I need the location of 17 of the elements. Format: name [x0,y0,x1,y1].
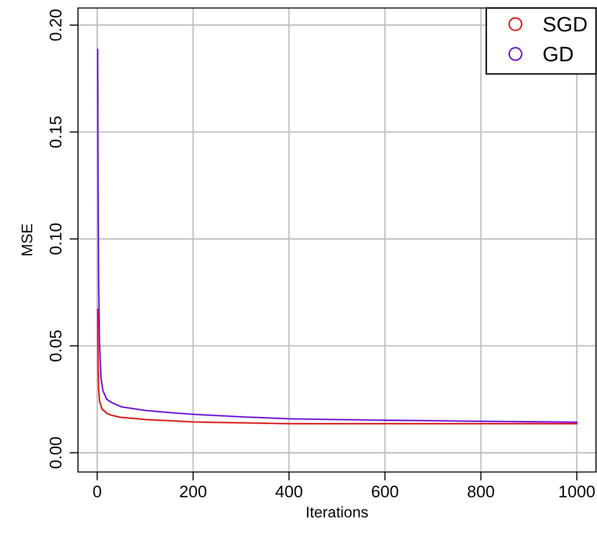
x-tick-label: 800 [468,486,494,498]
line-series [96,308,578,424]
y-axis-title: MSE [22,224,32,256]
y-tick-label: 0.10 [50,223,62,254]
y-tick-label: 0.15 [50,116,62,148]
legend-label: GD [544,46,573,62]
x-axis-title: Iterations [306,506,368,518]
legend-label: SGD [543,16,587,32]
y-tick-label: 0.00 [50,437,62,468]
line-series [96,48,578,423]
y-tick-label: 0.05 [50,330,62,362]
x-tick-label: 600 [372,486,398,498]
x-tick-label: 200 [180,486,206,498]
y-tick-label: 0.20 [50,10,62,41]
x-tick-label: 0 [93,486,102,498]
x-tick-label: 1000 [560,486,595,498]
x-tick-label: 400 [276,486,302,498]
